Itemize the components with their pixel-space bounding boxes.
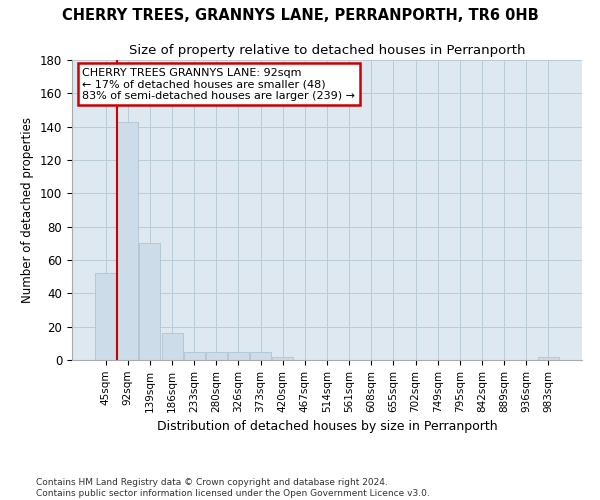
Text: Contains HM Land Registry data © Crown copyright and database right 2024.
Contai: Contains HM Land Registry data © Crown c… bbox=[36, 478, 430, 498]
Bar bbox=[139, 244, 160, 360]
Title: Size of property relative to detached houses in Perranporth: Size of property relative to detached ho… bbox=[129, 44, 525, 58]
Bar bbox=[206, 352, 227, 360]
Y-axis label: Number of detached properties: Number of detached properties bbox=[22, 117, 34, 303]
Bar bbox=[538, 356, 559, 360]
Text: CHERRY TREES, GRANNYS LANE, PERRANPORTH, TR6 0HB: CHERRY TREES, GRANNYS LANE, PERRANPORTH,… bbox=[62, 8, 538, 22]
Bar bbox=[228, 352, 249, 360]
Bar bbox=[161, 334, 182, 360]
Bar bbox=[272, 356, 293, 360]
Bar bbox=[184, 352, 205, 360]
Bar bbox=[118, 122, 139, 360]
Text: CHERRY TREES GRANNYS LANE: 92sqm
← 17% of detached houses are smaller (48)
83% o: CHERRY TREES GRANNYS LANE: 92sqm ← 17% o… bbox=[82, 68, 355, 100]
Bar bbox=[95, 274, 116, 360]
Bar bbox=[250, 352, 271, 360]
X-axis label: Distribution of detached houses by size in Perranporth: Distribution of detached houses by size … bbox=[157, 420, 497, 433]
